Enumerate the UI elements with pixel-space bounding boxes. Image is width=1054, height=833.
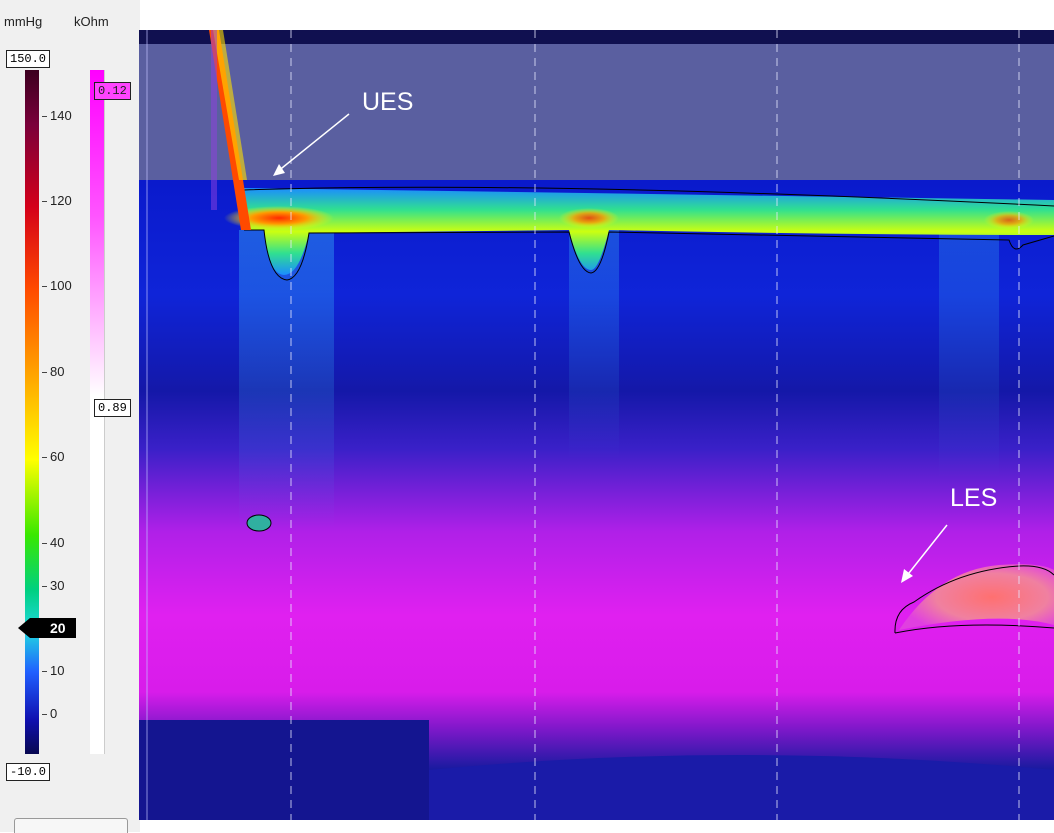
pressure-tick: 140 xyxy=(42,108,72,124)
pressure-tick: 30 xyxy=(42,578,64,594)
ues-annotation-label: UES xyxy=(362,88,414,116)
pressure-tick: 100 xyxy=(42,278,72,294)
pressure-max-input[interactable]: 150.0 xyxy=(6,50,51,68)
pressure-min-input[interactable]: -10.0 xyxy=(6,763,51,781)
pressure-topography-plot[interactable] xyxy=(139,30,1054,820)
pressure-tick: 10 xyxy=(42,663,64,679)
impedance-unit-label: kOhm xyxy=(74,14,109,29)
pressure-tick: 80 xyxy=(42,364,64,380)
pressure-tick: 120 xyxy=(42,193,72,209)
pressure-unit-label: mmHg xyxy=(4,14,43,29)
pressure-tick: 40 xyxy=(42,535,64,551)
pressure-tick: 0 xyxy=(42,706,57,722)
les-annotation-label: LES xyxy=(950,484,998,512)
impedance-bottom-input[interactable]: 0.89 xyxy=(94,399,131,417)
pressure-colorbar xyxy=(25,70,39,754)
scale-sidebar: mmHg kOhm 150.0 140 120 100 80 60 40 xyxy=(0,0,140,833)
impedance-top-input[interactable]: 0.12 xyxy=(94,82,131,100)
impedance-colorbar-fill xyxy=(90,70,104,396)
pressure-tick: 60 xyxy=(42,449,64,465)
threshold-marker-label: 20 xyxy=(50,620,66,636)
scrollbar-stub[interactable] xyxy=(14,818,128,833)
threshold-marker-handle[interactable] xyxy=(18,618,76,638)
